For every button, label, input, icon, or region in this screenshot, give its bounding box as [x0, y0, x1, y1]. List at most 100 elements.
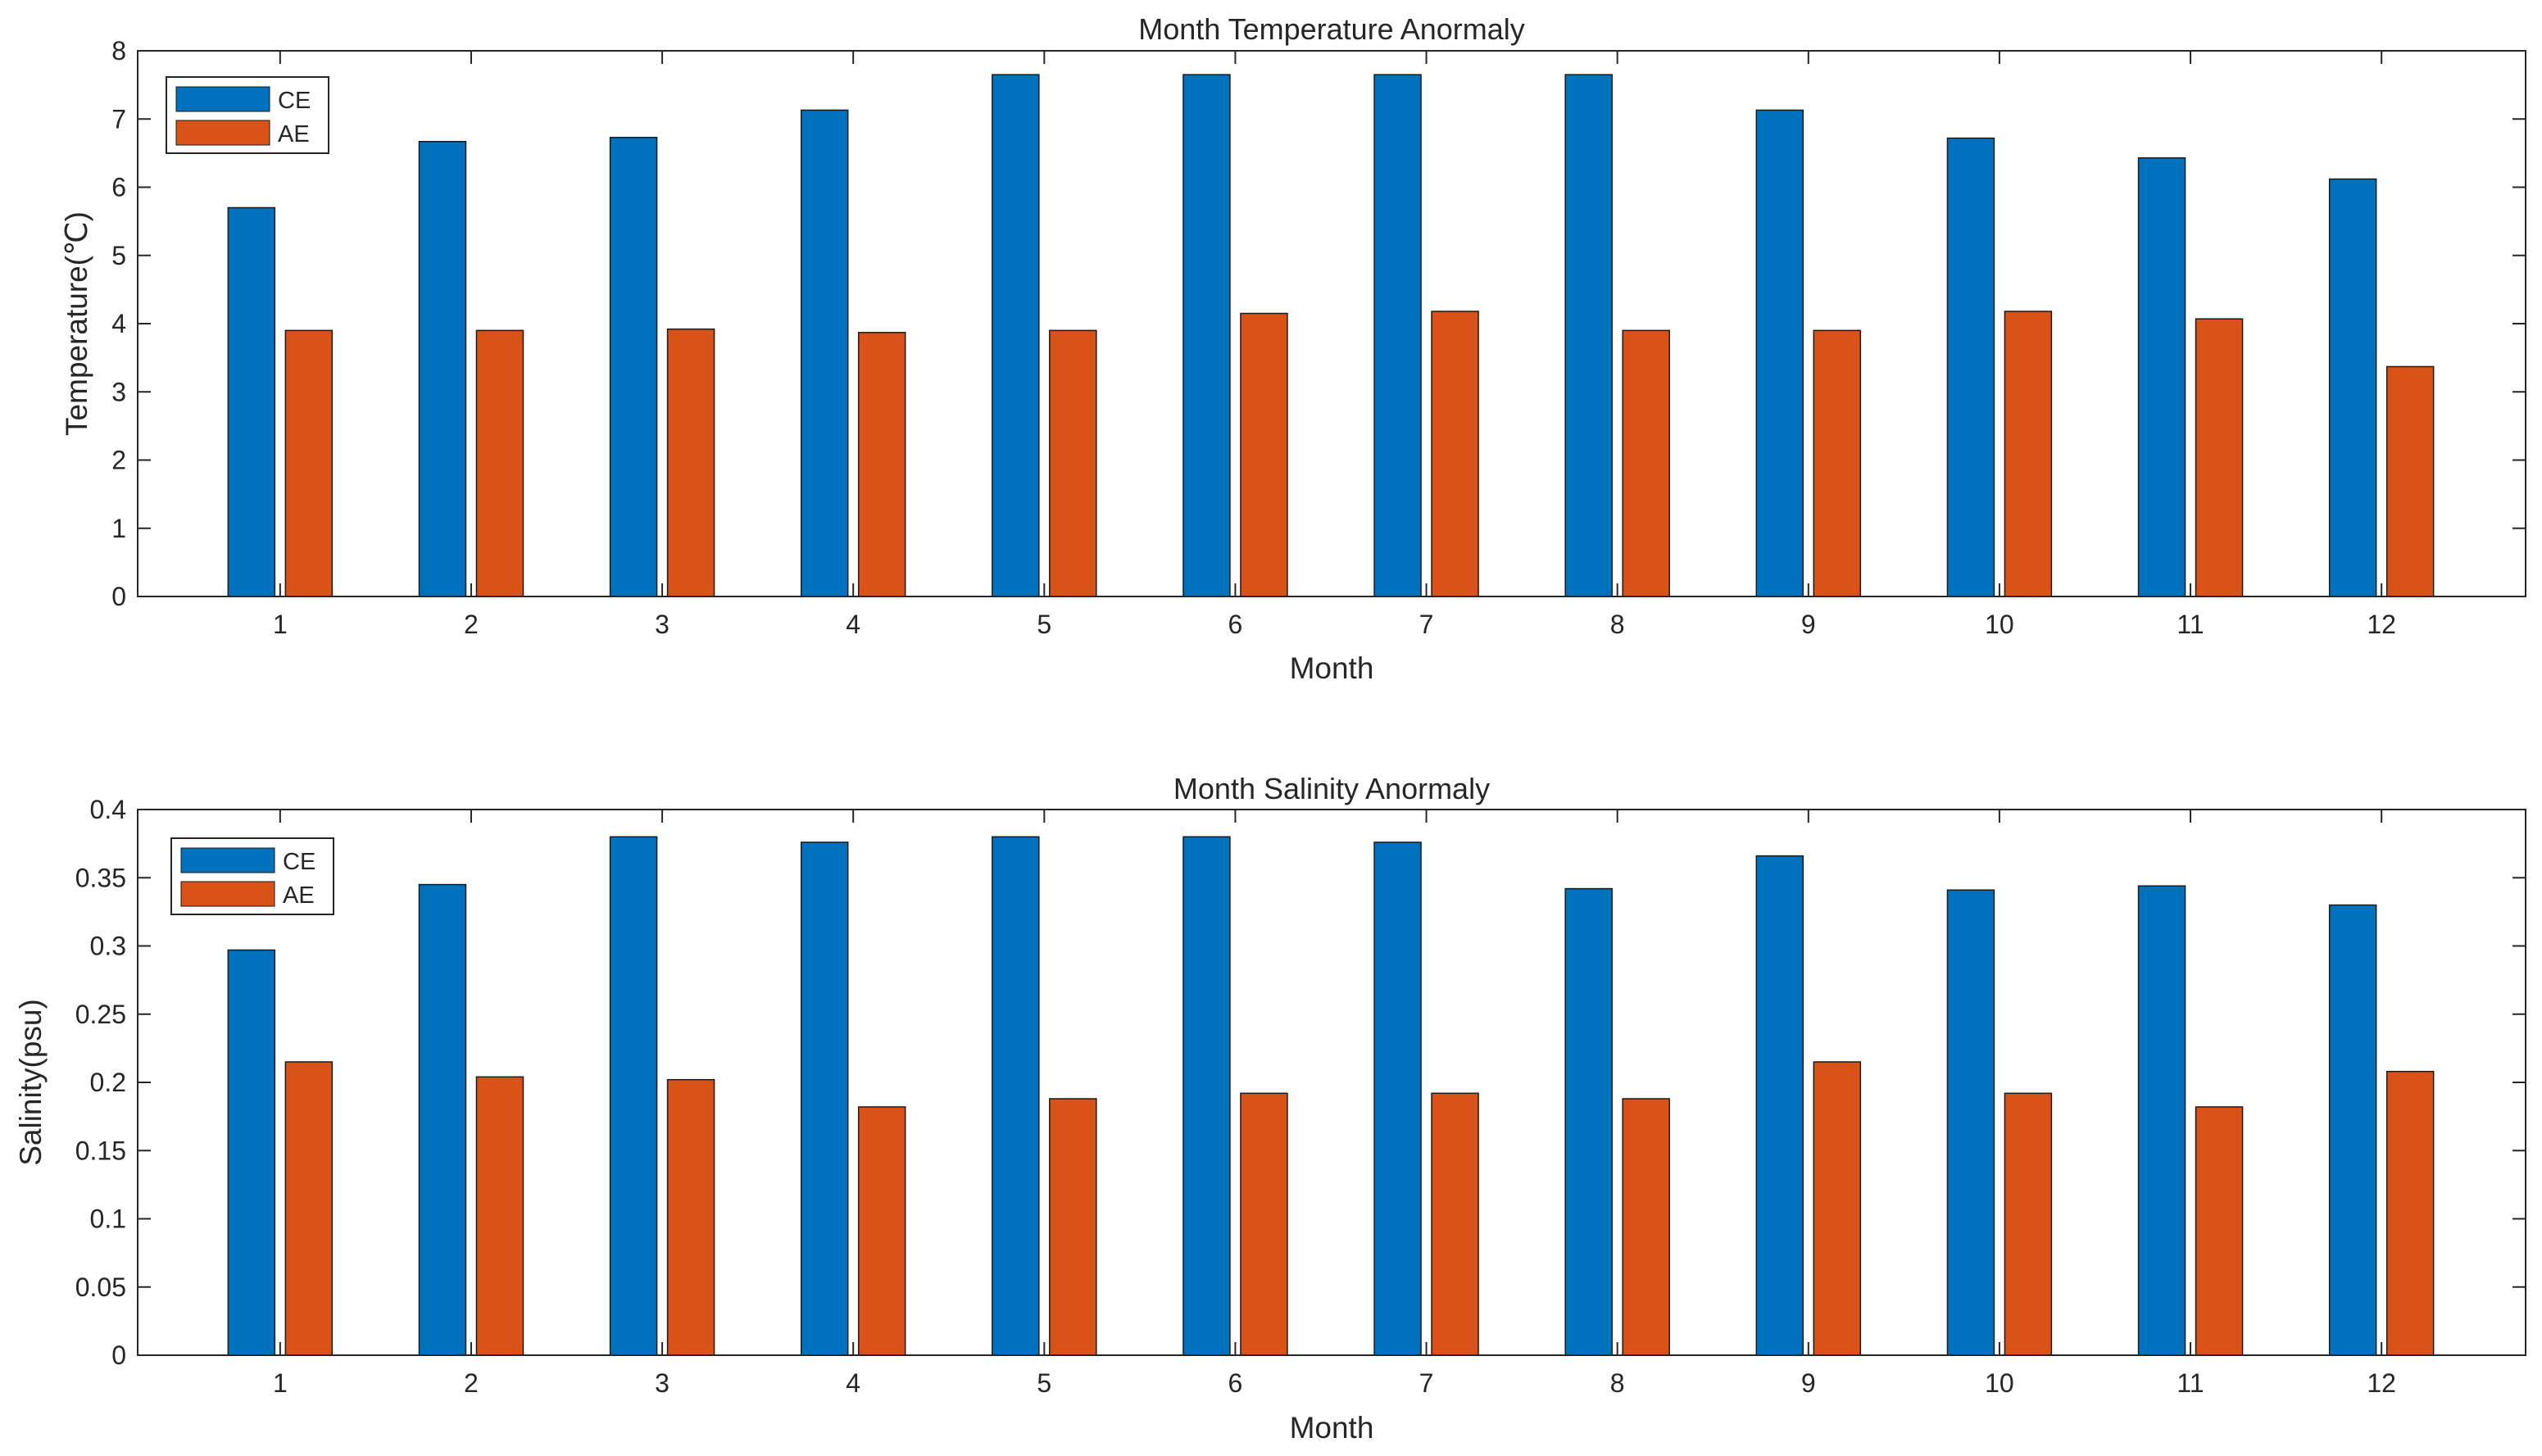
x-tick-label: 6 [1228, 610, 1243, 639]
y-tick-label: 4 [111, 309, 126, 338]
x-tick-label: 10 [1985, 1368, 2014, 1398]
bar-ae-6 [1240, 1092, 1288, 1356]
x-tick-label: 4 [846, 1368, 860, 1398]
bar-ae-3 [666, 1078, 715, 1356]
y-tick-label: 8 [111, 36, 126, 66]
y-tick-label: 0.25 [75, 1000, 126, 1029]
y-tick-label: 5 [111, 241, 126, 270]
y-tick-label: 6 [111, 173, 126, 202]
bar-ce-9 [1755, 855, 1804, 1356]
y-tick-label: 7 [111, 104, 126, 134]
chart-title: Month Salinity Anormaly [1173, 772, 1490, 805]
bar-ce-4 [800, 841, 849, 1356]
bar-ae-10 [2004, 311, 2053, 597]
x-tick-label: 5 [1037, 1368, 1051, 1398]
bar-ae-10 [2004, 1092, 2053, 1356]
plot-frame [137, 50, 2526, 597]
legend-swatch-ce [175, 86, 270, 112]
x-tick-label: 12 [2367, 610, 2396, 639]
x-tick-label: 7 [1419, 610, 1434, 639]
bar-group [227, 74, 2435, 597]
y-tick-label: 0.35 [75, 863, 126, 892]
x-tick-label: 3 [655, 1368, 670, 1398]
y-tick-label: 3 [111, 377, 126, 406]
x-tick-label: 8 [1610, 1368, 1625, 1398]
y-tick-labels: 0 0.05 0.1 0.15 0.2 0.25 0.3 0.35 0.4 [75, 795, 2526, 1370]
bar-ae-3 [666, 328, 715, 597]
bar-ce-12 [2328, 178, 2377, 597]
chart-title: Month Temperature Anormaly [1138, 12, 1525, 46]
x-tick-label: 1 [273, 610, 288, 639]
bar-ae-5 [1049, 329, 1097, 597]
x-tick-label: 1 [273, 1368, 288, 1398]
x-tick-label: 9 [1801, 1368, 1816, 1398]
x-tick-label: 2 [464, 610, 479, 639]
bar-ce-8 [1564, 74, 1613, 597]
bar-ae-4 [857, 1106, 906, 1356]
x-tick-label: 5 [1037, 610, 1051, 639]
x-axis-label: Month [1290, 651, 1374, 685]
legend-swatch-ae [175, 120, 270, 146]
y-tick-label: 0 [111, 1340, 126, 1370]
bar-ce-2 [418, 140, 467, 597]
legend-label-ce: CE [283, 849, 315, 875]
bar-ae-11 [2195, 318, 2244, 597]
bar-ce-10 [1946, 889, 1995, 1356]
x-tick-label: 12 [2367, 1368, 2396, 1398]
x-tick-labels: 1 2 3 4 5 6 7 8 9 10 11 12 [273, 810, 2396, 1398]
bar-ce-8 [1564, 887, 1613, 1356]
legend-label-ae: AE [283, 882, 315, 909]
bar-ae-2 [475, 1076, 524, 1356]
x-tick-label: 4 [846, 610, 860, 639]
legend-swatch-ce [180, 847, 275, 873]
y-tick-label: 0.2 [90, 1068, 126, 1097]
x-tick-label: 8 [1610, 610, 1625, 639]
x-tick-label: 10 [1985, 610, 2014, 639]
bar-ce-6 [1182, 74, 1231, 597]
bar-ce-12 [2328, 904, 2377, 1356]
bar-ae-7 [1431, 311, 1479, 597]
legend-label-ce: CE [278, 88, 311, 114]
legend: CE AE [170, 837, 334, 915]
bar-ce-2 [418, 883, 467, 1356]
bar-ae-4 [857, 332, 906, 597]
y-tick-label: 0.05 [75, 1272, 126, 1302]
bar-ce-6 [1182, 836, 1231, 1356]
plot-frame [137, 809, 2526, 1356]
x-tick-label: 11 [2177, 610, 2204, 639]
plot-area [138, 810, 2526, 1355]
y-tick-label: 0.1 [90, 1204, 126, 1234]
bar-ae-7 [1431, 1092, 1479, 1356]
bar-ae-8 [1622, 1098, 1670, 1356]
y-tick-label: 1 [111, 514, 126, 543]
x-tick-labels: 1 2 3 4 5 6 7 8 9 10 11 12 [273, 51, 2396, 639]
bar-ae-9 [1813, 1061, 1862, 1356]
y-axis-label: Temperature(℃) [60, 211, 93, 436]
y-tick-label: 0.15 [75, 1136, 126, 1165]
x-tick-label: 7 [1419, 1368, 1434, 1398]
y-tick-label: 0.4 [90, 795, 126, 824]
y-tick-label: 0 [111, 582, 126, 611]
bar-group [227, 836, 2435, 1356]
y-tick-label: 2 [111, 446, 126, 475]
bar-ce-1 [227, 206, 276, 597]
x-tick-label: 11 [2177, 1368, 2204, 1398]
legend-label-ae: AE [278, 121, 310, 147]
bar-ae-8 [1622, 329, 1670, 597]
bar-ce-10 [1946, 137, 1995, 597]
legend: CE AE [166, 76, 329, 154]
bar-ce-7 [1373, 74, 1422, 597]
y-tick-label: 0.3 [90, 932, 126, 961]
bar-ce-11 [2137, 156, 2186, 597]
bar-ae-12 [2385, 1070, 2435, 1356]
legend-swatch-ae [180, 881, 275, 907]
bar-ae-6 [1240, 312, 1288, 597]
bar-ce-9 [1755, 109, 1804, 597]
bar-ce-4 [800, 109, 849, 597]
plot-area [138, 51, 2526, 596]
bar-ce-11 [2137, 885, 2186, 1356]
y-axis-label: Salinity(psu) [14, 999, 48, 1166]
bar-ce-3 [609, 136, 658, 597]
x-tick-label: 9 [1801, 610, 1816, 639]
